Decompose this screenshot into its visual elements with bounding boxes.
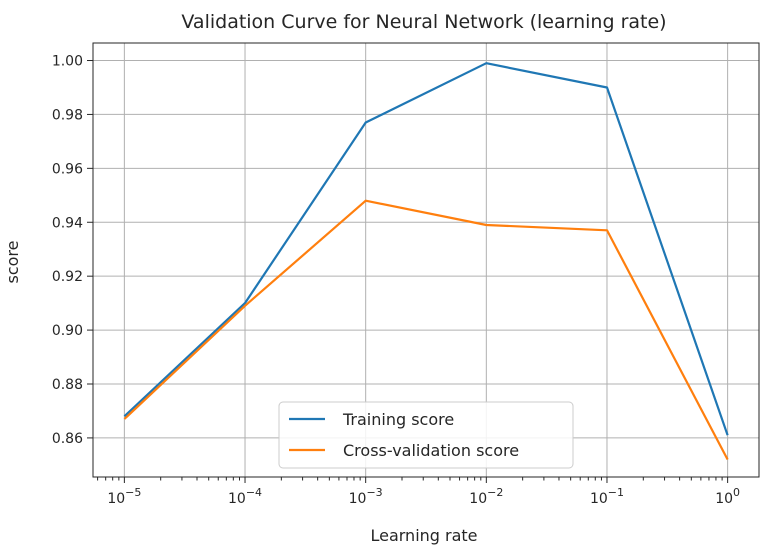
y-tick-label: 1.00: [52, 54, 83, 70]
y-axis-label: score: [3, 241, 22, 284]
x-tick-label: 10−2: [469, 486, 503, 507]
y-tick-label: 0.90: [52, 323, 83, 339]
legend-label: Cross-validation score: [343, 441, 519, 460]
x-tick-label: 100: [715, 486, 740, 507]
x-tick-label: 10−3: [349, 486, 383, 507]
y-tick-label: 0.96: [52, 161, 83, 177]
x-tick-label: 10−5: [107, 486, 141, 507]
chart-title: Validation Curve for Neural Network (lea…: [181, 11, 666, 33]
plot-area-frame: [92, 42, 760, 478]
y-tick-label: 0.94: [52, 215, 83, 231]
x-axis-label: Learning rate: [370, 526, 477, 545]
y-tick-label: 0.98: [52, 107, 83, 123]
x-tick-label: 10−4: [228, 486, 262, 507]
series-line-cross-validation: [123, 199, 729, 461]
x-tick-label: 10−1: [590, 486, 624, 507]
y-tick-label: 0.86: [52, 431, 83, 447]
plot-lines: [123, 62, 729, 461]
y-tick-label: 0.92: [52, 269, 83, 285]
legend-label: Training score: [342, 410, 454, 429]
y-tick-label: 0.88: [52, 377, 83, 393]
series-line-training: [123, 62, 729, 436]
grid-lines: [93, 43, 759, 477]
legend: Training score Cross-validation score: [278, 401, 574, 469]
axis-ticks: 10−5 10−4 10−3 10−2 10−1 100 0.86 0.88 0.90 0.92 0…: [52, 54, 740, 507]
legend-box: [278, 401, 574, 469]
